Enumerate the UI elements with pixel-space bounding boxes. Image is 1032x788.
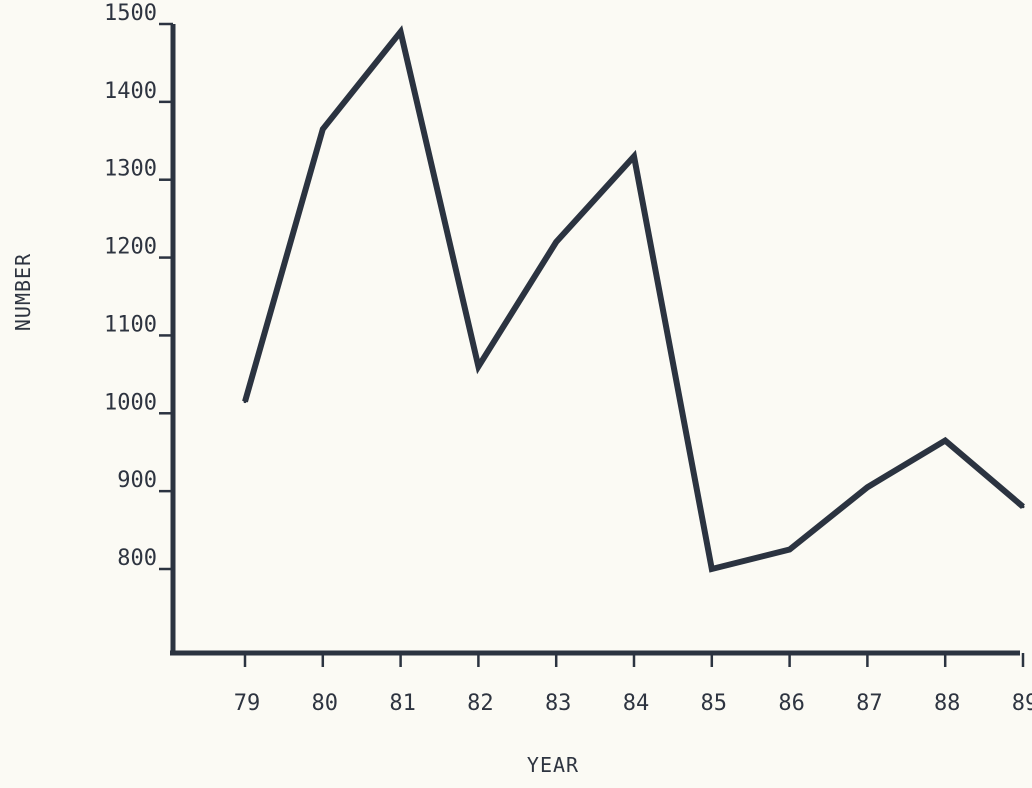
y-tick-label: 1000: [104, 390, 157, 415]
x-tick-label: 87: [856, 691, 883, 716]
x-tick-label: 82: [467, 691, 494, 716]
y-tick-label: 800: [117, 546, 157, 571]
series-group: [242, 25, 1025, 573]
y-axis-ticks: 800 900 1000 1100 1200 1300 1400 1500: [104, 1, 173, 571]
x-tick-label: 85: [701, 691, 728, 716]
y-tick-label: 1500: [104, 1, 157, 26]
axes: [170, 24, 1020, 656]
data-point: [243, 400, 247, 404]
x-axis-ticks: 79 80 81 82 83 84 85 86 87 88 89: [234, 653, 1032, 716]
x-axis-title: YEAR: [527, 753, 579, 777]
y-tick-label: 1200: [104, 235, 157, 260]
series-line-0: [242, 25, 1025, 573]
x-tick-label: 80: [312, 691, 339, 716]
data-point: [865, 485, 869, 489]
y-tick-label: 1100: [104, 312, 157, 337]
x-tick-label: 81: [389, 691, 416, 716]
data-point: [476, 365, 480, 369]
data-point: [710, 567, 714, 571]
x-tick-label: 79: [234, 691, 261, 716]
x-tick-label: 84: [623, 691, 650, 716]
y-axis-title-group: NUMBER: [11, 253, 35, 331]
data-point: [321, 127, 325, 131]
y-tick-label: 1300: [104, 157, 157, 182]
data-point: [788, 548, 792, 552]
data-point: [399, 30, 403, 34]
y-tick-label: 1400: [104, 79, 157, 104]
data-point: [1021, 505, 1025, 509]
data-point: [632, 154, 636, 158]
data-point: [943, 439, 947, 443]
x-tick-label: 86: [778, 691, 805, 716]
data-point: [554, 240, 558, 244]
y-axis-title: NUMBER: [11, 253, 35, 331]
y-tick-label: 900: [117, 468, 157, 493]
x-tick-label: 89: [1012, 691, 1032, 716]
x-tick-label: 88: [934, 691, 961, 716]
x-tick-label: 83: [545, 691, 572, 716]
